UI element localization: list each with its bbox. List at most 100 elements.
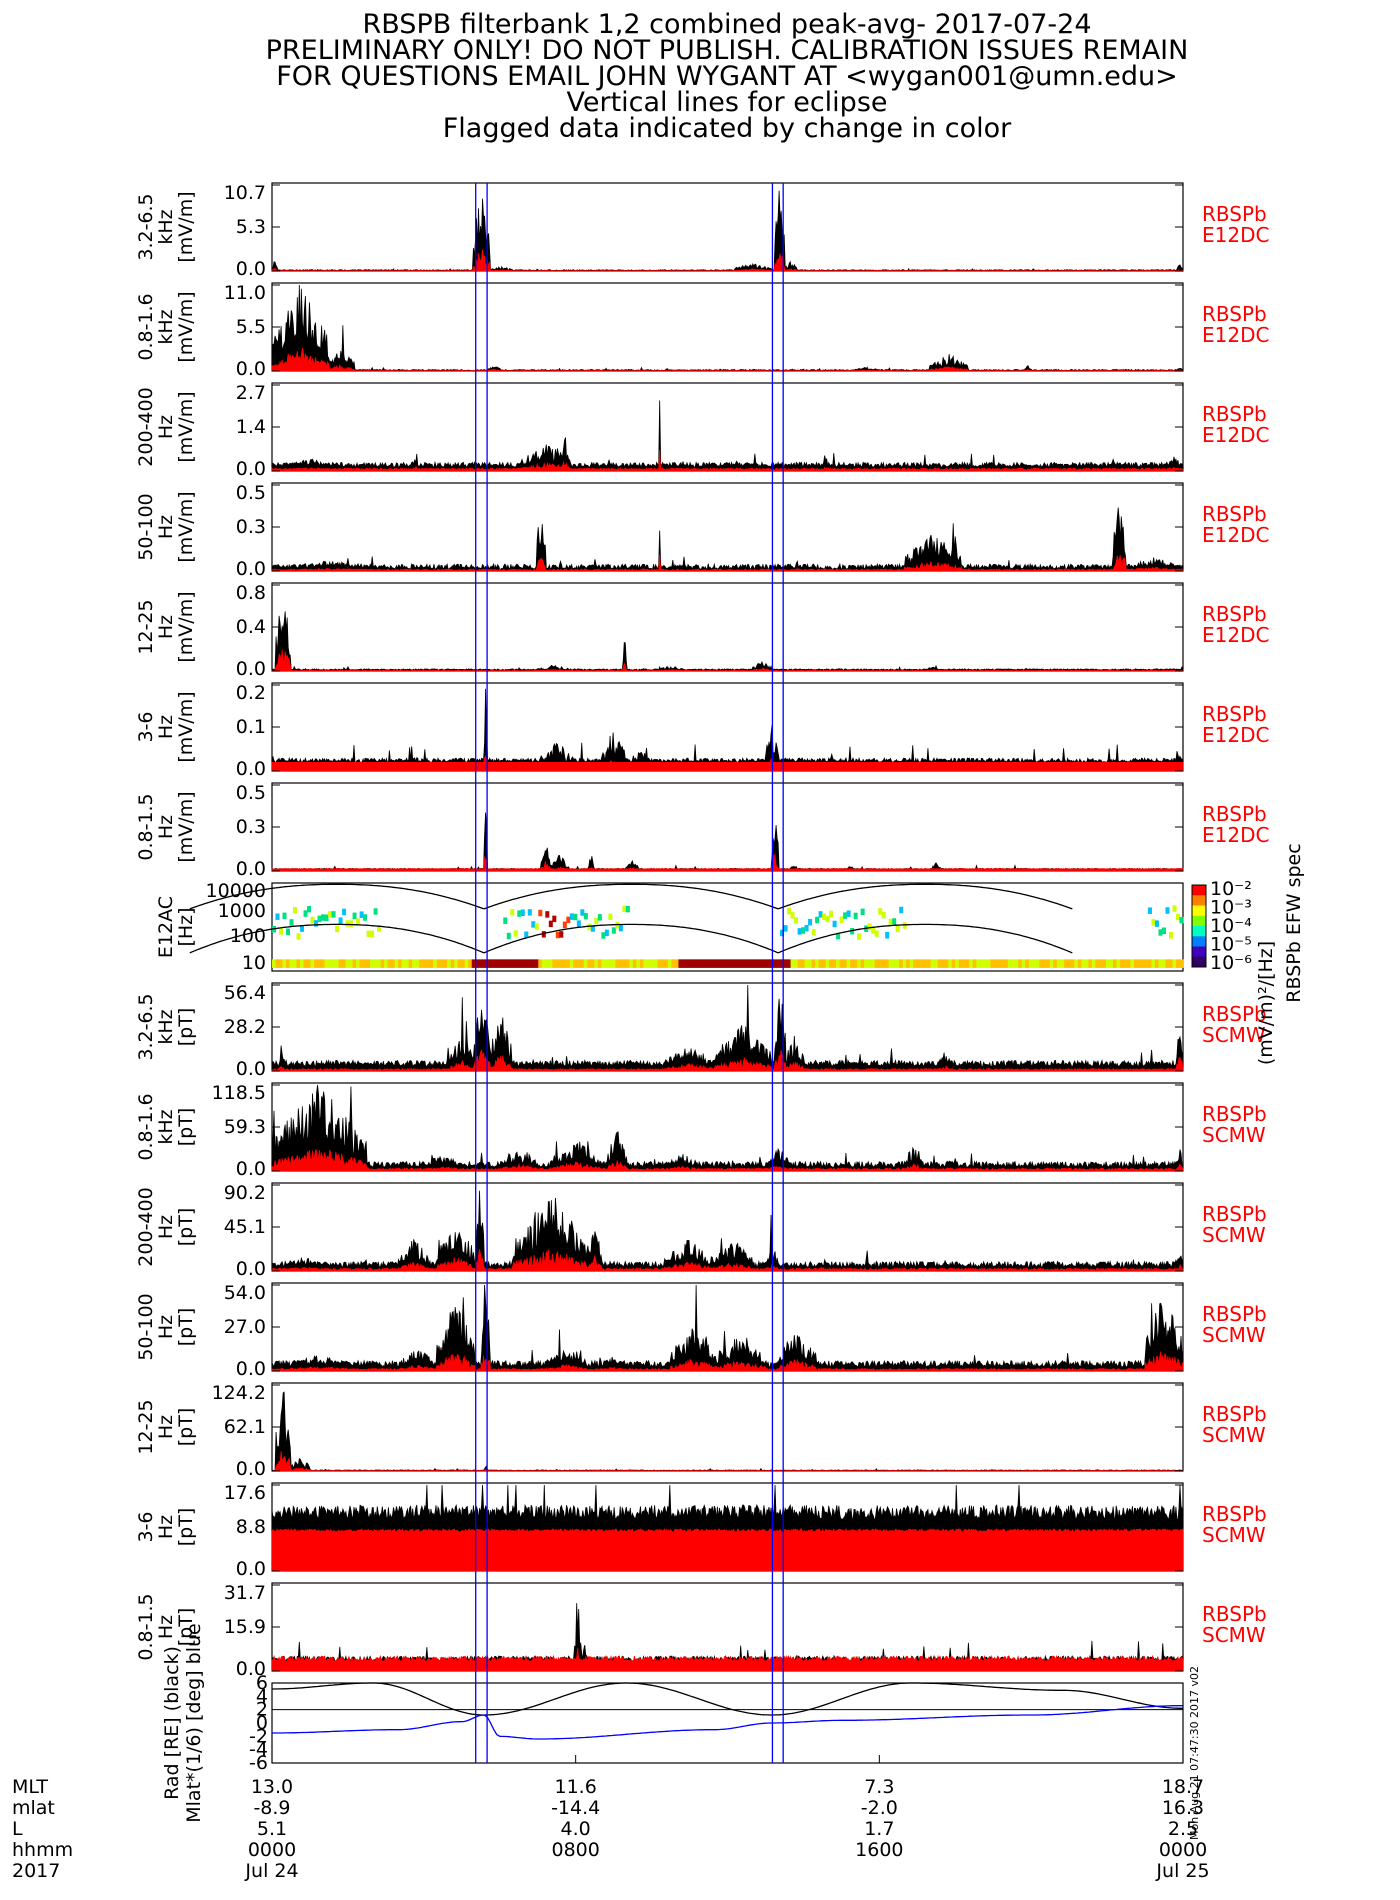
spectrogram-cell [860, 959, 865, 968]
spectrogram-cell [667, 959, 672, 968]
spectrogram-cell [1168, 932, 1173, 939]
spectrogram-cell [885, 931, 890, 939]
avg-series [271, 1351, 1184, 1372]
spectrogram-cell [345, 920, 350, 927]
x-tick-label: -8.9 [253, 1797, 290, 1819]
spectrogram-cell [324, 914, 329, 922]
spectrogram-cell [723, 959, 728, 968]
spectrogram-cell [531, 921, 536, 928]
spectrogram-cell [794, 917, 799, 924]
spectrogram-cell [790, 959, 795, 968]
spectrogram-cell [541, 959, 546, 968]
spectrogram-cell [895, 959, 900, 968]
title-line: Vertical lines for eclipse [566, 87, 887, 118]
spectrogram-cell [678, 959, 683, 968]
spectrogram-cell [503, 959, 508, 968]
spectrogram-cell [632, 959, 637, 968]
colorbar-tick: 10⁻² [1210, 878, 1252, 900]
spectrogram-cell [850, 927, 855, 935]
y-axis-label: [pT] [175, 1308, 197, 1347]
spectrogram-cell [541, 931, 546, 938]
spectrogram-cell [965, 959, 970, 968]
spectrogram-cell [356, 959, 361, 968]
spectrogram-cell [321, 914, 326, 921]
colorbar-swatch [1192, 885, 1206, 896]
y-tick-label: 90.2 [224, 1182, 266, 1204]
y-tick-label: 0.1 [236, 716, 266, 738]
x-tick-label: 18.7 [1162, 1776, 1204, 1798]
spectrogram-cell [562, 959, 567, 968]
y-axis-label: 12-25 [135, 599, 157, 654]
fce-lower-curve [777, 923, 1073, 954]
spectrogram-cell [748, 959, 753, 968]
title-line: Flagged data indicated by change in colo… [443, 113, 1012, 144]
y-tick-label: 124.2 [212, 1382, 266, 1404]
spectrogram-cell [892, 959, 897, 968]
spectrogram-cell [1018, 959, 1023, 968]
spectrogram-cell [681, 959, 686, 968]
spectrogram-cell [370, 959, 375, 968]
spectrogram-cell [787, 959, 792, 968]
panel-frame [271, 882, 1184, 972]
spectrogram-cell [513, 930, 518, 937]
spectrogram-cell [338, 959, 343, 968]
spectrogram-cell [1172, 905, 1177, 912]
y-tick-label: 0.2 [236, 682, 266, 704]
spectrogram-cell [471, 959, 476, 968]
spectrogram-cell [289, 959, 294, 968]
peak-series [271, 1284, 1184, 1372]
spectrogram-cell [832, 920, 837, 928]
spectrogram-cell [429, 959, 434, 968]
spectrogram-cell [906, 959, 911, 968]
spectrogram-cell [811, 928, 816, 936]
spectrogram-cell [1151, 959, 1156, 968]
spectrogram-cell [769, 959, 774, 968]
spectrogram-cell [720, 959, 725, 968]
spectrogram-cell [307, 959, 312, 968]
spectrogram-cell [829, 959, 834, 968]
avg-series [271, 450, 1184, 472]
y-axis-label: Hz [155, 1415, 177, 1439]
spectrogram-cell [818, 911, 823, 918]
x-tick-label: Jul 24 [244, 1860, 298, 1882]
spectrogram-cell [787, 907, 792, 915]
spectrogram-cell [534, 959, 539, 968]
y-axis-label: 3-6 [135, 1511, 157, 1542]
title-line: FOR QUESTIONS EMAIL JOHN WYGANT AT <wyga… [276, 61, 1178, 92]
colorbar-swatch [1192, 956, 1206, 968]
spectrogram-cell [727, 959, 732, 968]
spectrogram-cell [762, 959, 767, 968]
spectrogram-cell [804, 959, 809, 968]
spectrogram-cell [636, 959, 641, 968]
instrument-tag: RBSPb [1202, 802, 1267, 826]
x-row-label: L [12, 1818, 23, 1840]
instrument-tag: SCMW [1202, 1023, 1266, 1047]
spectrogram-cell [976, 959, 981, 968]
spectrogram-cell [1165, 907, 1170, 914]
y-tick-label: 8.8 [236, 1516, 266, 1538]
spectrogram-cell [797, 928, 802, 935]
spectrogram-cell [534, 923, 539, 930]
spectrogram-cell [615, 922, 620, 929]
avg-series [271, 1451, 1184, 1472]
spectrogram-cell [328, 911, 333, 918]
spectrogram-cell [745, 959, 750, 968]
spectrogram-cell [538, 959, 543, 968]
spectrogram-cell [829, 910, 834, 918]
spectrogram-cell [1144, 959, 1149, 968]
spectrogram-cell [279, 928, 284, 935]
y-axis-label: Hz [155, 1315, 177, 1339]
y-axis-label: Hz [155, 815, 177, 839]
spectrogram-cell [328, 959, 333, 968]
instrument-tag: RBSPb [1202, 702, 1267, 726]
fce-curve [777, 883, 1073, 910]
spectrogram-cell [930, 959, 935, 968]
spectrogram-cell [867, 959, 872, 968]
spectrogram-cell [815, 959, 820, 968]
spectrogram-cell [548, 959, 553, 968]
spectrogram-cell [1074, 959, 1079, 968]
